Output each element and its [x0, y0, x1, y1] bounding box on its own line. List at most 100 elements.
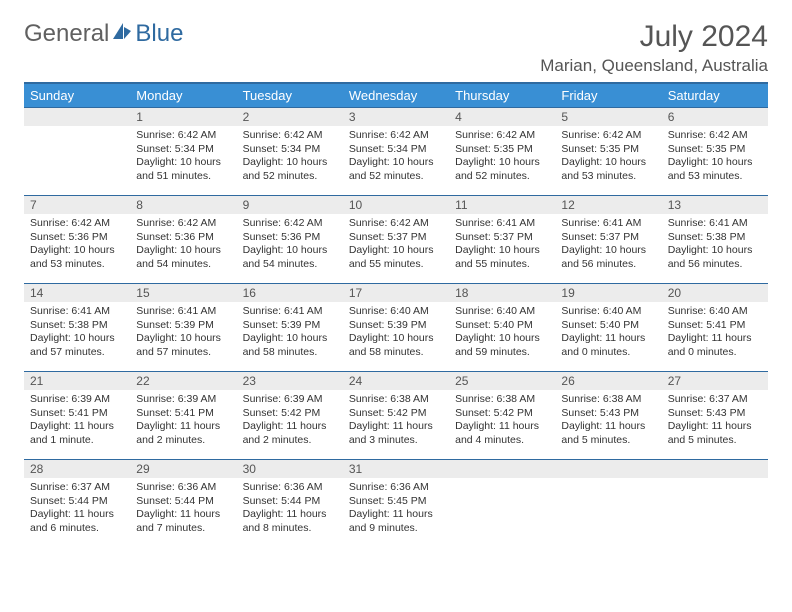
calendar-cell: 19Sunrise: 6:40 AMSunset: 5:40 PMDayligh… — [555, 284, 661, 372]
calendar-cell — [449, 460, 555, 548]
day-number: 21 — [24, 372, 130, 390]
weekday-header: Sunday — [24, 84, 130, 108]
calendar-cell: 8Sunrise: 6:42 AMSunset: 5:36 PMDaylight… — [130, 196, 236, 284]
calendar-cell: 20Sunrise: 6:40 AMSunset: 5:41 PMDayligh… — [662, 284, 768, 372]
day-details: Sunrise: 6:42 AMSunset: 5:36 PMDaylight:… — [130, 214, 236, 276]
day-number: 25 — [449, 372, 555, 390]
calendar-cell: 23Sunrise: 6:39 AMSunset: 5:42 PMDayligh… — [237, 372, 343, 460]
day-details: Sunrise: 6:38 AMSunset: 5:43 PMDaylight:… — [555, 390, 661, 452]
calendar-cell: 1Sunrise: 6:42 AMSunset: 5:34 PMDaylight… — [130, 108, 236, 196]
calendar-cell — [24, 108, 130, 196]
weekday-header: Wednesday — [343, 84, 449, 108]
title-block: July 2024 Marian, Queensland, Australia — [540, 20, 768, 76]
day-number: 14 — [24, 284, 130, 302]
day-details: Sunrise: 6:36 AMSunset: 5:44 PMDaylight:… — [237, 478, 343, 540]
day-number: 15 — [130, 284, 236, 302]
calendar-cell: 21Sunrise: 6:39 AMSunset: 5:41 PMDayligh… — [24, 372, 130, 460]
calendar-cell: 18Sunrise: 6:40 AMSunset: 5:40 PMDayligh… — [449, 284, 555, 372]
calendar-cell: 3Sunrise: 6:42 AMSunset: 5:34 PMDaylight… — [343, 108, 449, 196]
weekday-header: Tuesday — [237, 84, 343, 108]
day-number: 11 — [449, 196, 555, 214]
calendar-cell — [662, 460, 768, 548]
day-details: Sunrise: 6:41 AMSunset: 5:38 PMDaylight:… — [662, 214, 768, 276]
weekday-header: Friday — [555, 84, 661, 108]
day-number: 31 — [343, 460, 449, 478]
calendar-cell: 11Sunrise: 6:41 AMSunset: 5:37 PMDayligh… — [449, 196, 555, 284]
day-number: 28 — [24, 460, 130, 478]
day-details: Sunrise: 6:40 AMSunset: 5:40 PMDaylight:… — [555, 302, 661, 364]
calendar-cell: 29Sunrise: 6:36 AMSunset: 5:44 PMDayligh… — [130, 460, 236, 548]
calendar-cell: 14Sunrise: 6:41 AMSunset: 5:38 PMDayligh… — [24, 284, 130, 372]
calendar-cell: 17Sunrise: 6:40 AMSunset: 5:39 PMDayligh… — [343, 284, 449, 372]
calendar-cell: 10Sunrise: 6:42 AMSunset: 5:37 PMDayligh… — [343, 196, 449, 284]
day-number: 19 — [555, 284, 661, 302]
day-details: Sunrise: 6:42 AMSunset: 5:36 PMDaylight:… — [237, 214, 343, 276]
day-number: 2 — [237, 108, 343, 126]
day-details: Sunrise: 6:42 AMSunset: 5:34 PMDaylight:… — [343, 126, 449, 188]
calendar-week-row: 28Sunrise: 6:37 AMSunset: 5:44 PMDayligh… — [24, 460, 768, 548]
calendar-body: 1Sunrise: 6:42 AMSunset: 5:34 PMDaylight… — [24, 108, 768, 548]
day-details: Sunrise: 6:42 AMSunset: 5:35 PMDaylight:… — [555, 126, 661, 188]
day-details: Sunrise: 6:39 AMSunset: 5:42 PMDaylight:… — [237, 390, 343, 452]
day-number: 12 — [555, 196, 661, 214]
day-details: Sunrise: 6:36 AMSunset: 5:44 PMDaylight:… — [130, 478, 236, 540]
calendar-cell: 26Sunrise: 6:38 AMSunset: 5:43 PMDayligh… — [555, 372, 661, 460]
calendar-cell: 31Sunrise: 6:36 AMSunset: 5:45 PMDayligh… — [343, 460, 449, 548]
day-number: 30 — [237, 460, 343, 478]
day-details: Sunrise: 6:42 AMSunset: 5:37 PMDaylight:… — [343, 214, 449, 276]
day-details: Sunrise: 6:40 AMSunset: 5:40 PMDaylight:… — [449, 302, 555, 364]
day-details: Sunrise: 6:39 AMSunset: 5:41 PMDaylight:… — [130, 390, 236, 452]
day-details: Sunrise: 6:40 AMSunset: 5:41 PMDaylight:… — [662, 302, 768, 364]
day-details: Sunrise: 6:38 AMSunset: 5:42 PMDaylight:… — [449, 390, 555, 452]
day-details: Sunrise: 6:39 AMSunset: 5:41 PMDaylight:… — [24, 390, 130, 452]
calendar-cell — [555, 460, 661, 548]
calendar-cell: 25Sunrise: 6:38 AMSunset: 5:42 PMDayligh… — [449, 372, 555, 460]
day-number: 4 — [449, 108, 555, 126]
day-number: 8 — [130, 196, 236, 214]
day-details: Sunrise: 6:42 AMSunset: 5:35 PMDaylight:… — [449, 126, 555, 188]
day-details: Sunrise: 6:38 AMSunset: 5:42 PMDaylight:… — [343, 390, 449, 452]
day-number-empty — [555, 460, 661, 478]
day-details: Sunrise: 6:36 AMSunset: 5:45 PMDaylight:… — [343, 478, 449, 540]
day-number: 27 — [662, 372, 768, 390]
day-number: 10 — [343, 196, 449, 214]
calendar-week-row: 7Sunrise: 6:42 AMSunset: 5:36 PMDaylight… — [24, 196, 768, 284]
day-details: Sunrise: 6:41 AMSunset: 5:37 PMDaylight:… — [449, 214, 555, 276]
day-number-empty — [449, 460, 555, 478]
calendar-cell: 9Sunrise: 6:42 AMSunset: 5:36 PMDaylight… — [237, 196, 343, 284]
calendar-week-row: 1Sunrise: 6:42 AMSunset: 5:34 PMDaylight… — [24, 108, 768, 196]
day-number: 20 — [662, 284, 768, 302]
day-number: 6 — [662, 108, 768, 126]
day-number: 5 — [555, 108, 661, 126]
calendar-cell: 28Sunrise: 6:37 AMSunset: 5:44 PMDayligh… — [24, 460, 130, 548]
weekday-header: Thursday — [449, 84, 555, 108]
day-number-empty — [24, 108, 130, 126]
calendar-week-row: 21Sunrise: 6:39 AMSunset: 5:41 PMDayligh… — [24, 372, 768, 460]
day-details: Sunrise: 6:41 AMSunset: 5:38 PMDaylight:… — [24, 302, 130, 364]
weekday-header: Saturday — [662, 84, 768, 108]
calendar-week-row: 14Sunrise: 6:41 AMSunset: 5:38 PMDayligh… — [24, 284, 768, 372]
day-number: 16 — [237, 284, 343, 302]
day-number-empty — [662, 460, 768, 478]
logo-text-blue: Blue — [135, 20, 183, 48]
header: General Blue July 2024 Marian, Queenslan… — [24, 20, 768, 76]
calendar-cell: 4Sunrise: 6:42 AMSunset: 5:35 PMDaylight… — [449, 108, 555, 196]
location: Marian, Queensland, Australia — [540, 56, 768, 76]
calendar-cell: 27Sunrise: 6:37 AMSunset: 5:43 PMDayligh… — [662, 372, 768, 460]
day-details: Sunrise: 6:37 AMSunset: 5:44 PMDaylight:… — [24, 478, 130, 540]
calendar-cell: 16Sunrise: 6:41 AMSunset: 5:39 PMDayligh… — [237, 284, 343, 372]
weekday-header: Monday — [130, 84, 236, 108]
day-details: Sunrise: 6:42 AMSunset: 5:36 PMDaylight:… — [24, 214, 130, 276]
day-number: 29 — [130, 460, 236, 478]
day-details: Sunrise: 6:41 AMSunset: 5:39 PMDaylight:… — [237, 302, 343, 364]
day-number: 17 — [343, 284, 449, 302]
day-number: 13 — [662, 196, 768, 214]
calendar-cell: 30Sunrise: 6:36 AMSunset: 5:44 PMDayligh… — [237, 460, 343, 548]
day-number: 1 — [130, 108, 236, 126]
logo: General Blue — [24, 20, 183, 48]
calendar-cell: 13Sunrise: 6:41 AMSunset: 5:38 PMDayligh… — [662, 196, 768, 284]
calendar-table: SundayMondayTuesdayWednesdayThursdayFrid… — [24, 84, 768, 548]
day-details: Sunrise: 6:42 AMSunset: 5:34 PMDaylight:… — [130, 126, 236, 188]
day-details: Sunrise: 6:37 AMSunset: 5:43 PMDaylight:… — [662, 390, 768, 452]
day-number: 24 — [343, 372, 449, 390]
